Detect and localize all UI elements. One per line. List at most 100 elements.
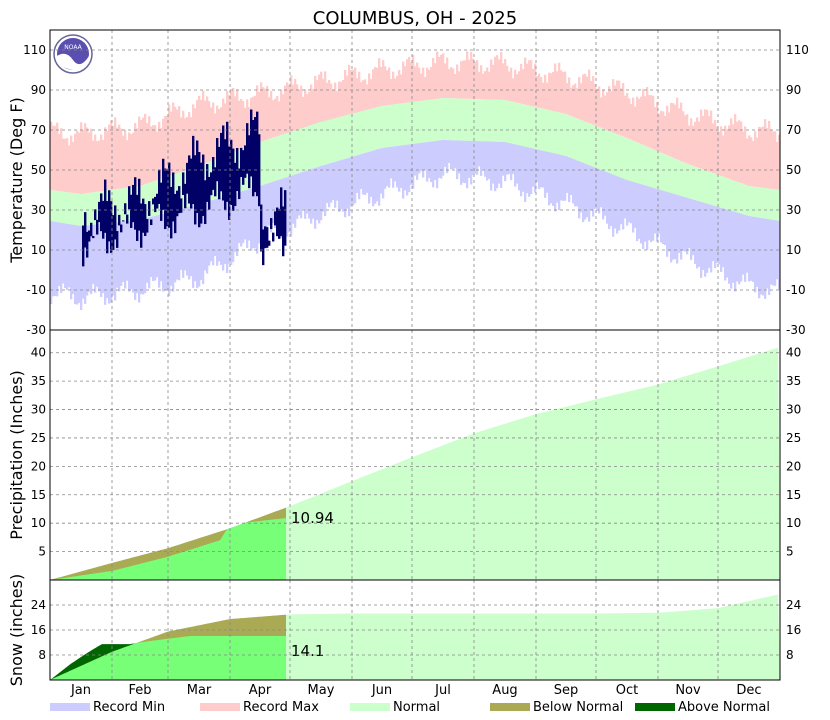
record-max-bar bbox=[456, 64, 459, 99]
observed-temp-bar bbox=[280, 187, 283, 237]
record-min-bar bbox=[412, 143, 415, 189]
normal-temp-bar bbox=[734, 180, 737, 212]
x-tick-label: Apr bbox=[249, 683, 272, 698]
observed-temp-bar bbox=[86, 231, 89, 258]
normal-temp-bar bbox=[342, 116, 345, 160]
observed-temp-bar bbox=[182, 172, 185, 195]
record-min-bar bbox=[424, 142, 427, 171]
record-max-bar bbox=[316, 80, 319, 124]
normal-temp-bar bbox=[144, 184, 147, 219]
observed-temp-bar bbox=[250, 109, 253, 177]
record-max-bar bbox=[438, 56, 441, 99]
normal-temp-bar bbox=[292, 131, 295, 176]
normal-temp-bar bbox=[578, 119, 581, 162]
observed-temp-bar bbox=[234, 162, 237, 207]
record-min-bar bbox=[464, 140, 467, 184]
observed-temp-bar bbox=[210, 172, 213, 196]
record-max-bar bbox=[436, 51, 439, 99]
record-min-bar bbox=[452, 140, 455, 169]
observed-temp-bar bbox=[98, 201, 101, 223]
record-max-bar bbox=[588, 69, 591, 124]
record-max-bar bbox=[186, 116, 189, 171]
observed-temp-bar bbox=[226, 121, 229, 202]
record-min-bar bbox=[566, 156, 569, 193]
record-min-bar bbox=[334, 161, 337, 208]
normal-temp-bar bbox=[704, 170, 707, 204]
record-min-bar bbox=[762, 218, 765, 296]
normal-temp-bar bbox=[592, 124, 595, 167]
record-max-bar bbox=[546, 82, 549, 110]
observed-temp-bar bbox=[124, 203, 127, 215]
record-min-bar bbox=[432, 141, 435, 188]
record-min-bar bbox=[236, 192, 239, 257]
record-min-bar bbox=[170, 211, 173, 286]
record-min-bar bbox=[152, 216, 155, 282]
normal-temp-bar bbox=[354, 113, 357, 156]
observed-temp-bar bbox=[114, 205, 117, 240]
normal-temp-bar bbox=[332, 118, 335, 163]
record-max-bar bbox=[544, 74, 547, 110]
record-max-bar bbox=[484, 71, 487, 100]
record-max-bar bbox=[98, 140, 101, 192]
record-min-bar bbox=[592, 166, 595, 217]
record-max-bar bbox=[212, 102, 215, 161]
record-max-bar bbox=[56, 122, 59, 191]
record-min-bar bbox=[196, 204, 199, 289]
y-tick-right: 24 bbox=[786, 598, 801, 612]
record-min-bar bbox=[166, 212, 169, 290]
record-min-bar bbox=[616, 176, 619, 234]
record-min-bar bbox=[620, 177, 623, 225]
normal-temp-bar bbox=[286, 133, 289, 178]
normal-temp-bar bbox=[64, 191, 67, 224]
record-min-bar bbox=[290, 175, 293, 237]
record-max-bar bbox=[112, 125, 115, 190]
record-min-bar bbox=[686, 197, 689, 255]
record-min-bar bbox=[766, 218, 769, 289]
normal-temp-bar bbox=[730, 179, 733, 211]
record-min-bar bbox=[402, 145, 405, 199]
y-tick-left: 16 bbox=[31, 623, 46, 637]
normal-temp-bar bbox=[714, 173, 717, 206]
record-max-bar bbox=[84, 123, 87, 194]
observed-temp-bar bbox=[116, 231, 119, 248]
record-max-bar bbox=[354, 67, 357, 114]
record-min-bar bbox=[214, 199, 217, 257]
normal-temp-bar bbox=[732, 180, 735, 212]
record-min-bar bbox=[254, 187, 257, 249]
record-min-bar bbox=[274, 181, 277, 229]
record-max-bar bbox=[716, 126, 719, 175]
record-min-bar bbox=[348, 157, 351, 217]
normal-temp-bar bbox=[588, 123, 591, 166]
observed-temp-bar bbox=[160, 182, 163, 221]
record-min-bar bbox=[476, 141, 479, 175]
normal-temp-bar bbox=[658, 151, 661, 190]
record-max-bar bbox=[276, 96, 279, 137]
observed-temp-bar bbox=[130, 194, 133, 228]
normal-temp-bar bbox=[314, 123, 317, 168]
record-min-bar bbox=[112, 222, 115, 296]
observed-temp-bar bbox=[82, 225, 85, 267]
normal-temp-bar bbox=[348, 114, 351, 158]
record-max-bar bbox=[102, 139, 105, 192]
record-min-bar bbox=[726, 209, 729, 278]
record-min-bar bbox=[608, 172, 611, 229]
record-min-bar bbox=[590, 165, 593, 211]
observed-temp-bar bbox=[152, 198, 155, 205]
normal-temp-bar bbox=[382, 105, 385, 148]
record-max-bar bbox=[328, 80, 331, 120]
x-tick-label: Dec bbox=[736, 683, 761, 698]
normal-temp-bar bbox=[712, 173, 715, 206]
record-min-bar bbox=[778, 220, 781, 290]
normal-temp-bar bbox=[624, 137, 627, 180]
record-max-bar bbox=[358, 71, 361, 113]
record-min-bar bbox=[252, 188, 255, 249]
record-max-bar bbox=[62, 138, 65, 192]
normal-temp-bar bbox=[736, 181, 739, 213]
normal-temp-bar bbox=[302, 127, 305, 172]
normal-temp-bar bbox=[580, 119, 583, 162]
observed-temp-bar bbox=[126, 214, 129, 224]
normal-temp-bar bbox=[726, 178, 729, 210]
record-max-bar bbox=[700, 109, 703, 169]
record-min-bar bbox=[104, 223, 107, 305]
record-min-bar bbox=[742, 214, 745, 275]
